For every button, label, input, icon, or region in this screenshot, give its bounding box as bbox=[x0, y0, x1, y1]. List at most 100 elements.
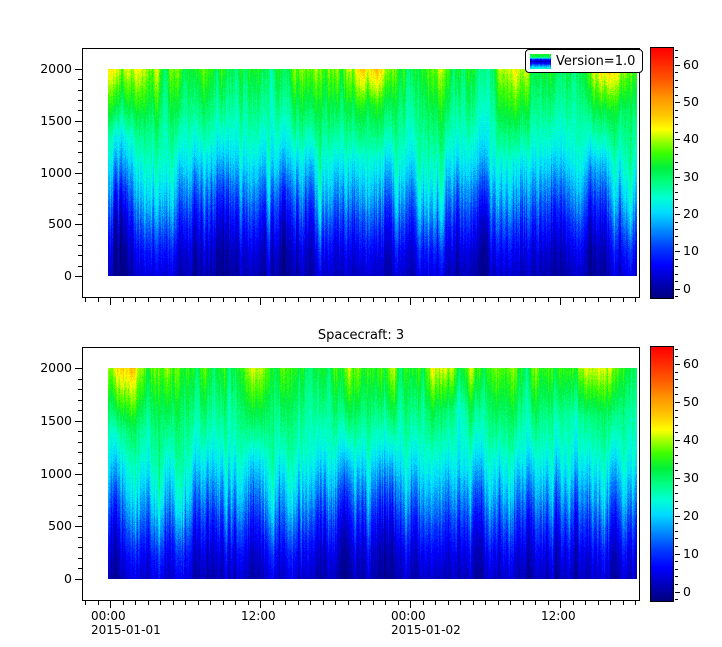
x-minor-tick bbox=[460, 601, 461, 605]
x-minor-tick bbox=[485, 298, 486, 302]
y-major-tick bbox=[75, 276, 82, 277]
x-minor-tick bbox=[285, 601, 286, 605]
y-tick-label: 1500 bbox=[40, 413, 72, 428]
y-major-tick bbox=[75, 173, 82, 174]
colorbar-minor-tick bbox=[675, 281, 678, 282]
x-major-tick bbox=[110, 601, 111, 608]
colorbar-tick-label: 0 bbox=[683, 281, 691, 296]
x-minor-tick bbox=[323, 298, 324, 302]
x-minor-tick bbox=[85, 298, 86, 302]
y-minor-tick bbox=[78, 484, 82, 485]
y-major-tick bbox=[75, 421, 82, 422]
colorbar-major-tick bbox=[675, 554, 680, 555]
x-minor-tick bbox=[598, 601, 599, 605]
y-minor-tick bbox=[78, 183, 82, 184]
x-minor-tick bbox=[148, 298, 149, 302]
x-minor-tick bbox=[460, 298, 461, 302]
x-minor-tick bbox=[573, 298, 574, 302]
colorbar-minor-tick bbox=[675, 561, 678, 562]
y-minor-tick bbox=[78, 389, 82, 390]
axes-frame bbox=[82, 347, 640, 601]
colorbar-minor-tick bbox=[675, 132, 678, 133]
x-minor-tick bbox=[123, 601, 124, 605]
heatmap-canvas bbox=[108, 368, 637, 579]
colorbar-minor-tick bbox=[675, 538, 678, 539]
x-tick-date: 2015-01-01 bbox=[91, 622, 161, 637]
colorbar-minor-tick bbox=[675, 455, 678, 456]
y-minor-tick bbox=[78, 79, 82, 80]
x-minor-tick bbox=[485, 601, 486, 605]
y-minor-tick bbox=[78, 266, 82, 267]
x-minor-tick bbox=[448, 601, 449, 605]
y-minor-tick bbox=[78, 495, 82, 496]
x-major-tick bbox=[260, 601, 261, 608]
y-minor-tick bbox=[78, 235, 82, 236]
x-minor-tick bbox=[373, 298, 374, 302]
y-tick-label: 2000 bbox=[40, 360, 72, 375]
x-major-tick bbox=[560, 298, 561, 305]
x-minor-tick bbox=[548, 601, 549, 605]
x-minor-tick bbox=[510, 601, 511, 605]
x-minor-tick bbox=[223, 298, 224, 302]
colorbar-tick-label: 40 bbox=[683, 131, 699, 146]
colorbar-minor-tick bbox=[675, 50, 678, 51]
x-minor-tick bbox=[598, 298, 599, 302]
legend-label: Version=1.0 bbox=[556, 53, 636, 69]
x-minor-tick bbox=[310, 298, 311, 302]
colorbar-minor-tick bbox=[675, 124, 678, 125]
x-minor-tick bbox=[360, 601, 361, 605]
y-major-tick bbox=[75, 474, 82, 475]
colorbar-minor-tick bbox=[675, 356, 678, 357]
colorbar-minor-tick bbox=[675, 296, 678, 297]
x-tick-label: 00:00 2015-01-02 bbox=[391, 609, 461, 637]
x-minor-tick bbox=[210, 298, 211, 302]
x-minor-tick bbox=[385, 601, 386, 605]
y-major-tick bbox=[75, 579, 82, 580]
colorbar-minor-tick bbox=[675, 410, 678, 411]
colorbar-tick-label: 20 bbox=[683, 508, 699, 523]
x-tick-time: 00:00 bbox=[91, 609, 126, 623]
y-minor-tick bbox=[78, 558, 82, 559]
colorbar-minor-tick bbox=[675, 379, 678, 380]
y-minor-tick bbox=[78, 568, 82, 569]
y-minor-tick bbox=[78, 537, 82, 538]
y-minor-tick bbox=[78, 547, 82, 548]
colorbar-minor-tick bbox=[675, 394, 678, 395]
colorbar-minor-tick bbox=[675, 192, 678, 193]
x-tick-label: 12:00 bbox=[241, 609, 276, 624]
y-major-tick bbox=[75, 368, 82, 369]
colorbar-minor-tick bbox=[675, 154, 678, 155]
x-major-tick bbox=[410, 298, 411, 305]
x-minor-tick bbox=[360, 298, 361, 302]
y-major-tick bbox=[75, 121, 82, 122]
x-minor-tick bbox=[148, 601, 149, 605]
y-major-tick bbox=[75, 526, 82, 527]
colorbar-minor-tick bbox=[675, 387, 678, 388]
colorbar-tick-label: 0 bbox=[683, 584, 691, 599]
colorbar-minor-tick bbox=[675, 432, 678, 433]
colorbar-major-tick bbox=[675, 102, 680, 103]
x-tick-label: 00:00 2015-01-01 bbox=[91, 609, 161, 637]
y-minor-tick bbox=[78, 214, 82, 215]
colorbar-minor-tick bbox=[675, 147, 678, 148]
x-minor-tick bbox=[423, 298, 424, 302]
x-minor-tick bbox=[373, 601, 374, 605]
y-tick-label: 1000 bbox=[40, 165, 72, 180]
y-minor-tick bbox=[78, 90, 82, 91]
x-minor-tick bbox=[123, 298, 124, 302]
spectrogram-thumbnail-icon bbox=[530, 53, 551, 69]
colorbar-major-tick bbox=[675, 65, 680, 66]
y-minor-tick bbox=[78, 100, 82, 101]
y-minor-tick bbox=[78, 379, 82, 380]
colorbar-minor-tick bbox=[675, 229, 678, 230]
x-minor-tick bbox=[398, 601, 399, 605]
y-minor-tick bbox=[78, 400, 82, 401]
colorbar-minor-tick bbox=[675, 110, 678, 111]
y-tick-label: 0 bbox=[64, 268, 72, 283]
x-minor-tick bbox=[210, 601, 211, 605]
colorbar-major-tick bbox=[675, 440, 680, 441]
colorbar-minor-tick bbox=[675, 417, 678, 418]
colorbar-tick-label: 10 bbox=[683, 546, 699, 561]
x-minor-tick bbox=[160, 298, 161, 302]
colorbar-minor-tick bbox=[675, 523, 678, 524]
